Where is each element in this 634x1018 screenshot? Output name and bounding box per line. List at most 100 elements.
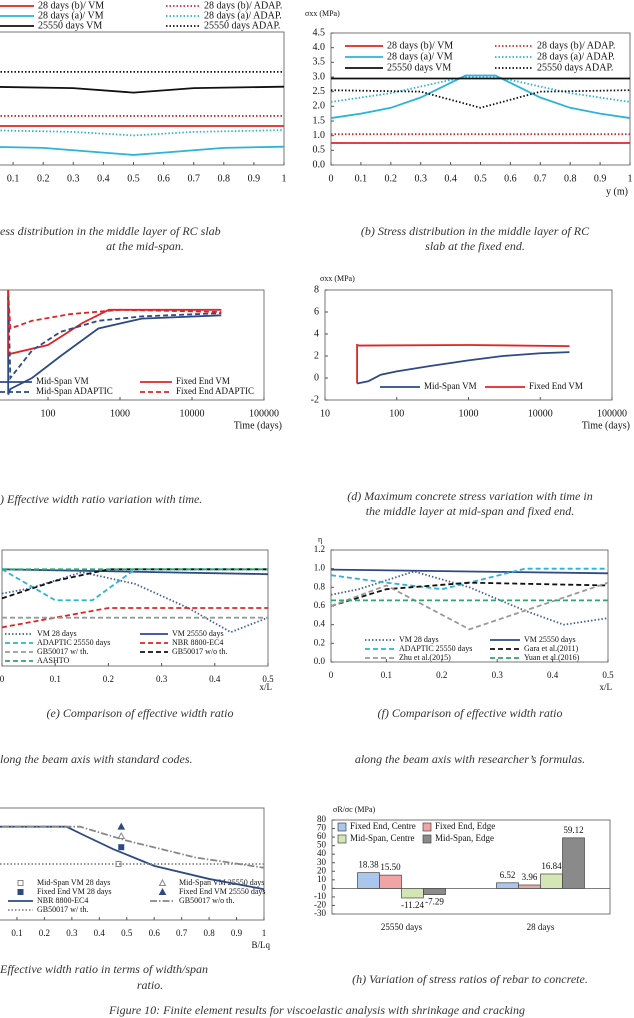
legend-label: Mid-Span VM 25550 days xyxy=(179,878,264,887)
legend-label: 25550 days ADAP. xyxy=(537,62,613,73)
legend-label: Mid-Span ADAPTIC xyxy=(36,386,113,396)
series-line xyxy=(330,89,631,109)
bar xyxy=(496,882,519,889)
y-tick-label: 2 xyxy=(314,350,319,361)
x-tick-label: 0 xyxy=(329,670,334,680)
legend-label: Mid-Span, Centre xyxy=(350,833,415,843)
x-tick-label: 0.3 xyxy=(156,674,168,684)
value-label: 16.84 xyxy=(541,861,562,871)
marker xyxy=(117,831,126,839)
y-tick-label: 3.0 xyxy=(313,71,326,82)
caption: along the beam axis with researcher’s fo… xyxy=(355,752,585,766)
y-tick-label: 4 xyxy=(314,328,319,339)
x-tick-label: 1 xyxy=(628,173,633,184)
series-line xyxy=(1,607,268,629)
x-tick-label: 0.2 xyxy=(436,670,447,680)
y-axis-label: η xyxy=(318,535,322,544)
legend-label: 25550 days VM xyxy=(38,20,102,31)
x-tick-label: 100 xyxy=(389,408,404,419)
caption: (h) Variation of stress ratios of rebar … xyxy=(352,972,588,986)
series-line xyxy=(330,570,609,626)
x-tick-label: 0.5 xyxy=(121,928,133,938)
x-tick-label: 1 xyxy=(262,928,267,938)
x-tick-label: 100000 xyxy=(597,408,627,419)
x-tick-label: 0.8 xyxy=(218,173,231,184)
series-line xyxy=(356,343,570,384)
x-tick-label: 0.6 xyxy=(149,928,161,938)
x-tick-label: 0.9 xyxy=(248,173,261,184)
legend-label: ADAPTIC 25550 days xyxy=(399,644,472,653)
caption: at the mid-span. xyxy=(106,239,184,253)
y-tick-label: 10 xyxy=(317,874,327,884)
y-tick-label: -20 xyxy=(314,900,326,910)
y-tick-label: 0.6 xyxy=(314,600,326,610)
y-axis-label: σR/σc (MPa) xyxy=(333,805,376,814)
legend-label: VM 28 days xyxy=(37,629,77,638)
caption: Effective width ratio in terms of width/… xyxy=(0,962,208,976)
value-label: 59.12 xyxy=(563,825,583,835)
y-tick-label: 20 xyxy=(317,865,327,875)
y-tick-label: 70 xyxy=(317,823,327,833)
y-tick-label: 1.2 xyxy=(314,544,325,554)
legend-label: AASHTO xyxy=(37,656,70,665)
y-tick-label: 0 xyxy=(314,372,319,383)
x-tick-label: 0.9 xyxy=(594,173,607,184)
value-label: -7.29 xyxy=(425,897,444,907)
x-tick-label: 0.3 xyxy=(414,173,427,184)
value-label: 6.52 xyxy=(500,870,516,880)
figure-caption: Figure 10: Finite element results for vi… xyxy=(108,1003,525,1017)
x-tick-label: 0.5 xyxy=(262,674,274,684)
series-line xyxy=(330,567,608,591)
x-axis-label: y (m) xyxy=(606,186,628,197)
y-tick-label: 4.0 xyxy=(313,42,326,53)
x-tick-label: 0.7 xyxy=(176,928,188,938)
y-tick-label: 2.0 xyxy=(313,101,326,112)
legend-marker xyxy=(17,880,24,886)
legend-label: Gara et al.(2011) xyxy=(524,644,578,653)
plot-frame xyxy=(0,31,285,166)
legend-label: Fixed End VM xyxy=(176,376,230,386)
series-line xyxy=(0,825,265,869)
x-tick-label: 0.7 xyxy=(534,173,547,184)
x-tick-label: 0.1 xyxy=(7,173,20,184)
bar xyxy=(518,884,541,889)
x-tick-label: 100 xyxy=(41,408,56,419)
bar xyxy=(562,837,585,889)
x-tick-label: 0.8 xyxy=(203,928,215,938)
x-tick-label: 0.5 xyxy=(602,670,614,680)
x-tick-label: 0.5 xyxy=(474,173,487,184)
series-line xyxy=(7,295,222,381)
x-tick-label: 0.3 xyxy=(67,173,80,184)
legend-label: 28 days (a)/ ADAP. xyxy=(537,51,615,62)
y-tick-label: 0.8 xyxy=(314,581,326,591)
caption: ratio. xyxy=(137,978,163,992)
x-tick-label: 0.2 xyxy=(385,173,398,184)
x-tick-label: 0.1 xyxy=(355,173,368,184)
x-tick-label: 0.4 xyxy=(444,173,457,184)
x-tick-label: 0.6 xyxy=(504,173,517,184)
caption: ) Effective width ratio variation with t… xyxy=(0,492,202,506)
legend-label: VM 25550 days xyxy=(172,629,224,638)
y-tick-label: 6 xyxy=(314,306,319,317)
caption: (d) Maximum concrete stress variation wi… xyxy=(347,489,592,503)
y-tick-label: 2.5 xyxy=(313,86,326,97)
x-tick-label: 0.1 xyxy=(50,674,61,684)
legend-label: ADAPTIC 25550 days xyxy=(37,638,110,647)
series-line xyxy=(7,290,222,355)
series-line xyxy=(0,85,285,94)
legend-swatch xyxy=(422,834,432,844)
legend-label: Mid-Span VM xyxy=(424,381,477,391)
series-line xyxy=(0,145,285,156)
y-tick-label: 3.5 xyxy=(313,57,326,68)
x-tick-label: 0.4 xyxy=(97,173,110,184)
legend-label: Mid-Span, Edge xyxy=(435,833,494,843)
legend-swatch xyxy=(337,834,347,844)
x-tick-label: 0.4 xyxy=(94,928,106,938)
legend-marker xyxy=(158,887,167,895)
y-tick-label: 0.2 xyxy=(314,637,325,647)
value-label: -11.24 xyxy=(401,900,424,910)
series-line xyxy=(330,581,609,607)
series-line xyxy=(330,581,609,631)
x-tick-label: 0.2 xyxy=(37,173,50,184)
